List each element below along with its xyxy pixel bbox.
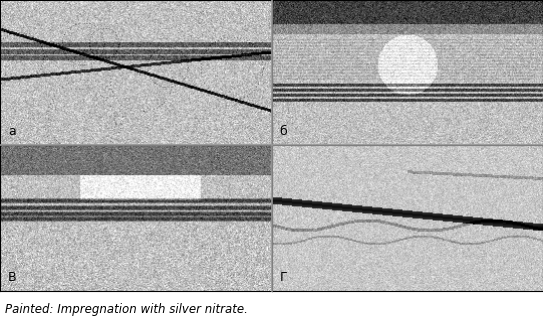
Text: a: a [8,125,16,138]
Text: B: B [8,271,17,284]
Text: б: б [280,125,287,138]
Text: Г: Г [280,271,287,284]
Text: Painted: Impregnation with silver nitrate.: Painted: Impregnation with silver nitrat… [5,303,248,316]
